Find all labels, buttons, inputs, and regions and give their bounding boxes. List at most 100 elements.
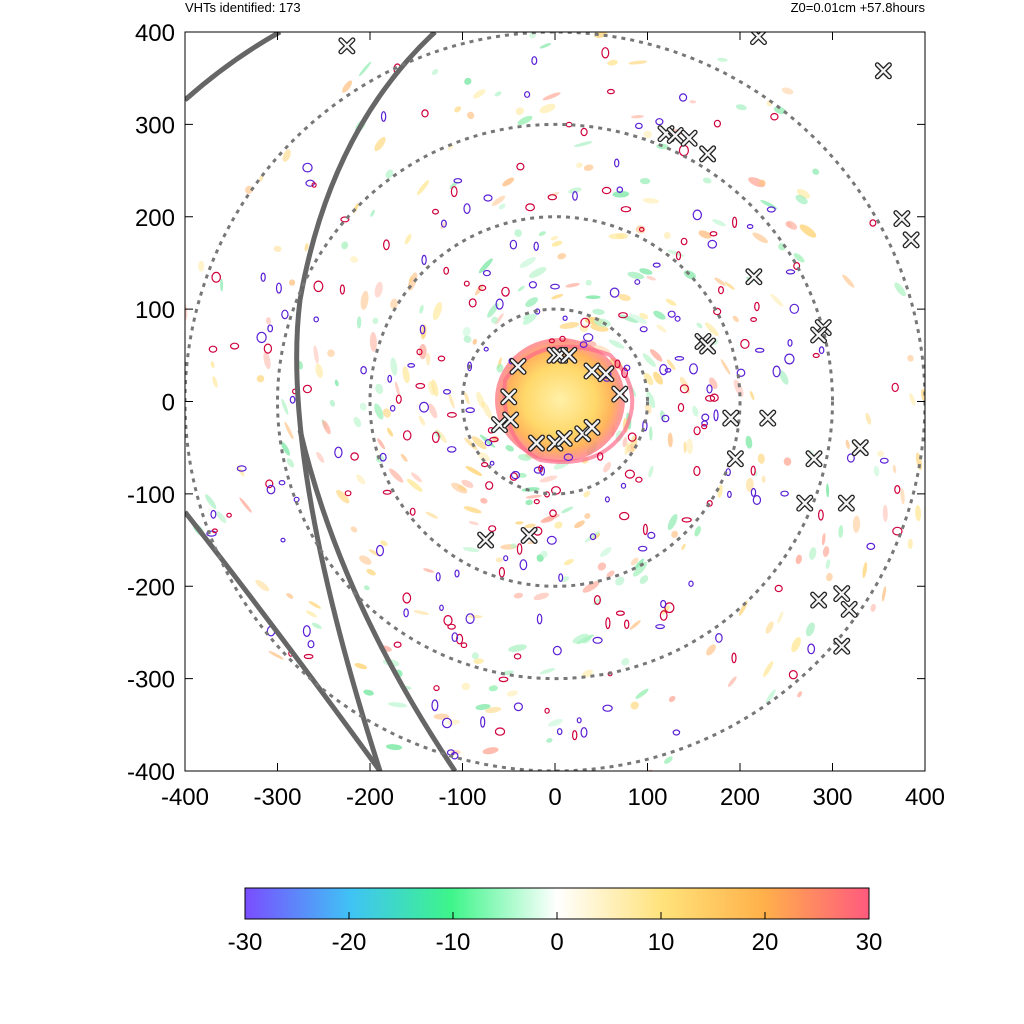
updraft-contour <box>572 730 578 741</box>
field-blob <box>212 376 218 388</box>
updraft-contour <box>785 269 796 275</box>
updraft-contour <box>516 543 523 555</box>
field-blob <box>359 555 372 565</box>
field-blob <box>451 482 468 494</box>
field-blob <box>539 43 552 49</box>
field-blob <box>909 393 916 406</box>
updraft-contour <box>437 355 446 362</box>
field-blob <box>366 568 376 576</box>
field-blob <box>477 451 490 462</box>
updraft-contour <box>772 365 781 378</box>
field-blob <box>406 478 423 492</box>
updraft-contour <box>789 303 800 314</box>
field-blob <box>305 610 318 618</box>
field-blob <box>471 436 487 450</box>
field-blob <box>795 194 808 205</box>
field-blob <box>216 511 227 524</box>
field-blob <box>629 620 641 630</box>
field-blob <box>572 633 589 644</box>
field-blob <box>763 661 774 677</box>
updraft-contour <box>580 727 588 738</box>
updraft-contour <box>597 452 604 461</box>
field-blob <box>416 180 430 196</box>
updraft-contour <box>266 484 276 495</box>
field-blob <box>510 543 517 549</box>
updraft-contour <box>454 569 460 578</box>
y-tick-label: -200 <box>127 574 175 601</box>
updraft-contour <box>659 364 668 376</box>
field-blob <box>342 80 353 93</box>
field-blob <box>712 219 726 227</box>
field-blob <box>390 357 398 376</box>
field-blob <box>256 375 265 383</box>
field-blob <box>198 260 205 272</box>
updraft-contour <box>731 652 737 664</box>
updraft-contour <box>601 186 612 195</box>
updraft-contour <box>419 401 430 413</box>
updraft-contour <box>494 727 506 736</box>
field-blob <box>481 401 492 419</box>
range-ring <box>276 122 834 681</box>
field-blob <box>506 690 518 697</box>
updraft-contour <box>677 402 685 413</box>
field-blob <box>304 242 309 252</box>
updraft-contour <box>513 653 522 660</box>
field-blob <box>621 658 630 666</box>
field-blob <box>485 706 502 714</box>
vht-marker <box>477 531 495 549</box>
updraft-contour <box>580 317 590 328</box>
updraft-contour <box>538 464 543 473</box>
updraft-contour <box>256 331 267 344</box>
field-blob <box>666 359 676 371</box>
field-blob <box>517 285 525 292</box>
updraft-contour <box>463 203 471 215</box>
updraft-contour <box>754 347 765 353</box>
field-blob <box>465 466 483 476</box>
field-blob <box>821 533 826 546</box>
y-axis: 400 300 200 100 0 -100 -200 -300 -400 <box>127 20 925 786</box>
field-blob <box>185 301 188 321</box>
field-blob <box>461 682 471 691</box>
vht-marker <box>805 450 823 468</box>
vht-marker <box>560 346 578 364</box>
field-blob <box>363 689 374 696</box>
updraft-contour <box>360 366 367 375</box>
updraft-contour <box>402 592 412 604</box>
updraft-contour <box>421 254 427 265</box>
vht-marker <box>502 411 520 429</box>
vht-marker <box>583 418 601 436</box>
field-blob <box>642 353 656 368</box>
updraft-contour <box>559 335 566 342</box>
field-blob <box>812 168 820 175</box>
vht-count-label: VHTs identified: 173 <box>185 0 301 15</box>
field-blob <box>759 179 766 187</box>
updraft-contour <box>533 241 539 251</box>
field-blob <box>463 506 482 514</box>
updraft-contour <box>784 353 795 365</box>
field-blob <box>882 504 888 522</box>
updraft-contour <box>421 109 429 118</box>
field-blob <box>565 282 580 288</box>
updraft-contour <box>435 572 441 582</box>
updraft-contour <box>478 284 487 291</box>
vht-marker <box>680 129 698 147</box>
field-blob <box>765 621 774 634</box>
field-blob <box>795 554 802 565</box>
field-blob <box>842 274 855 288</box>
updraft-contour <box>431 431 440 443</box>
field-blob <box>369 332 377 352</box>
field-blob <box>799 224 817 238</box>
field-blob <box>624 442 630 455</box>
updraft-contour <box>572 190 578 201</box>
colorbar-tick-label: -10 <box>436 929 471 956</box>
field-blob <box>265 317 272 325</box>
updraft-contour <box>667 310 676 318</box>
field-blob <box>382 408 391 418</box>
updraft-contour <box>548 338 556 344</box>
updraft-contour <box>432 208 440 215</box>
vht-marker <box>810 591 828 609</box>
field-blob <box>639 312 649 320</box>
field-blob <box>686 438 694 455</box>
updraft-contour <box>483 346 489 352</box>
